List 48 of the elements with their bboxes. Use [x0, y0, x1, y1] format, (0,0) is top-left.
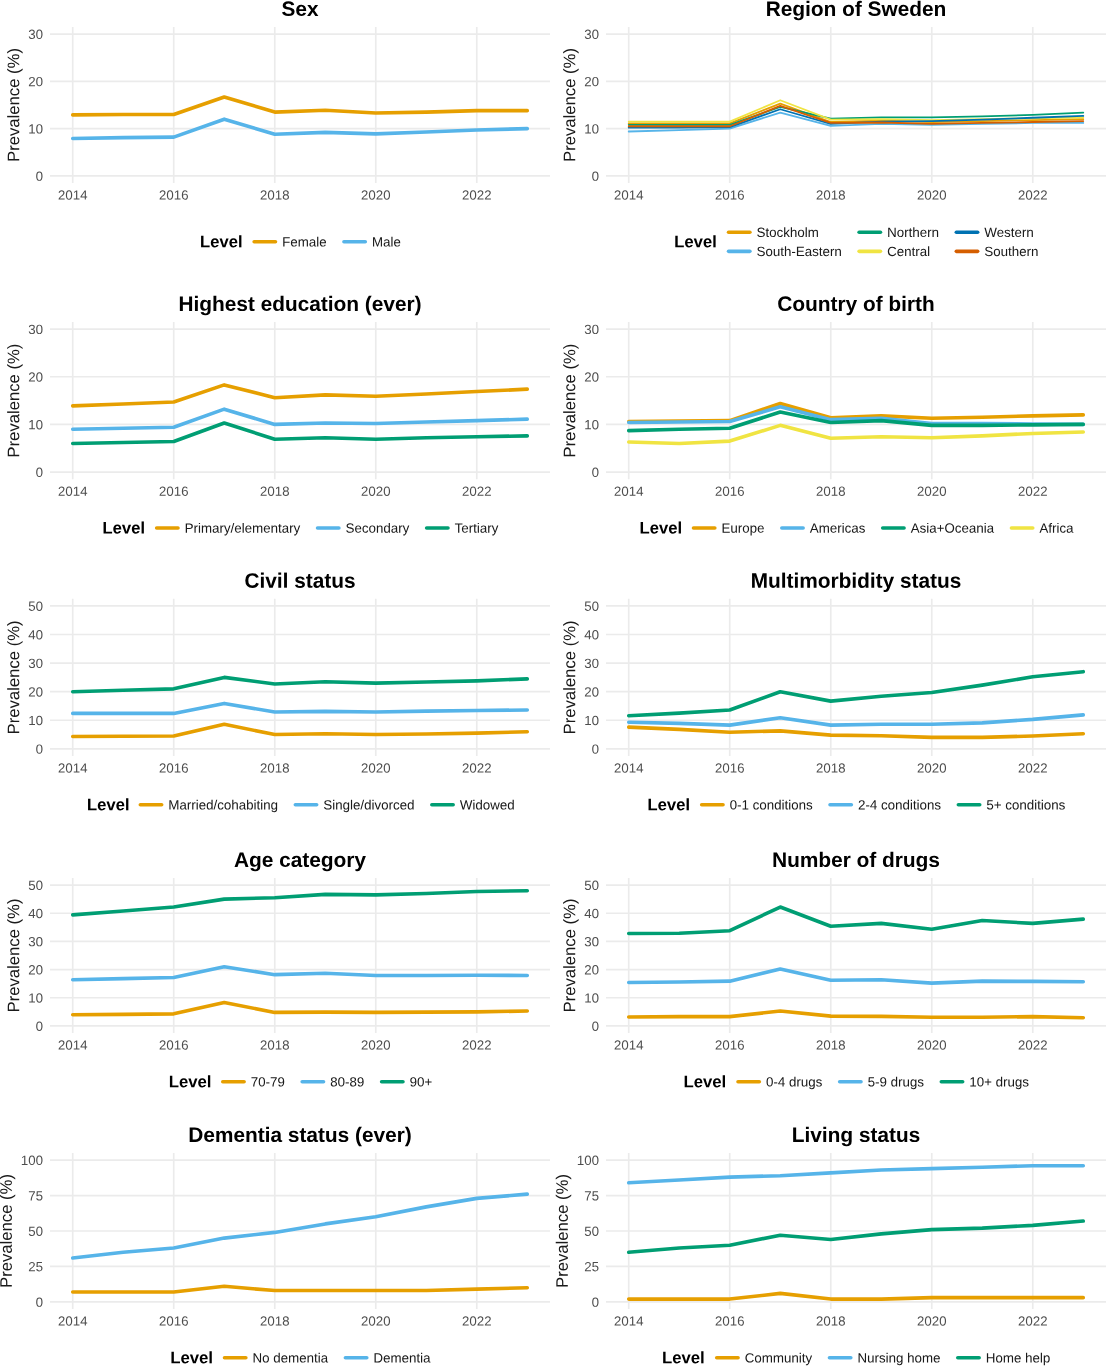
y-axis-title: Prevalence (%)	[563, 344, 579, 457]
chart-title: Number of drugs	[773, 851, 940, 872]
line-series	[626, 410, 1086, 433]
chart-title: Highest education (ever)	[179, 295, 421, 316]
chart-title: Living status	[793, 1126, 920, 1147]
legend-title: Level	[88, 798, 129, 811]
legend-title: Level	[648, 798, 689, 811]
line-series	[70, 964, 530, 982]
line-series	[626, 1163, 1086, 1185]
legend-title: Level	[640, 521, 681, 534]
line-series	[70, 675, 530, 694]
y-axis-title: Prevalence (%)	[7, 344, 23, 457]
line-series	[70, 421, 530, 446]
legend-title: Level	[169, 1075, 211, 1088]
legend-title: Level	[103, 521, 144, 534]
legend-title: Level	[663, 1351, 704, 1364]
chart-title: Region of Sweden	[767, 0, 945, 21]
legend-title: Level	[171, 1351, 212, 1364]
y-axis-title: Prevalence (%)	[563, 621, 579, 733]
line-series	[70, 383, 530, 408]
line-series	[626, 967, 1086, 985]
y-axis-title: Prevalence (%)	[563, 899, 579, 1012]
y-axis-title: Prevalence (%)	[0, 1175, 16, 1287]
chart-title: Dementia status (ever)	[189, 1126, 411, 1147]
legend-title: Level	[201, 235, 242, 248]
chart-title: Multimorbidity status	[752, 572, 961, 593]
y-axis-title: Prevalence (%)	[7, 899, 23, 1012]
line-series	[70, 407, 530, 431]
line-series	[626, 669, 1086, 718]
chart-title: Age category	[234, 852, 366, 872]
line-series	[70, 1000, 530, 1017]
line-series	[70, 117, 530, 141]
line-series	[70, 888, 530, 917]
y-axis-title: Prevalence (%)	[563, 49, 579, 161]
y-axis-title: Prevalence (%)	[555, 1175, 572, 1287]
line-series	[70, 722, 530, 739]
y-axis-title: Prevalence (%)	[7, 49, 23, 161]
line-series	[626, 905, 1086, 936]
line-series	[626, 423, 1086, 446]
line-series	[70, 1192, 530, 1260]
legend-title: Level	[675, 235, 716, 248]
legend-title: Level	[684, 1075, 725, 1088]
line-series	[70, 95, 530, 117]
y-axis-title: Prevalence (%)	[7, 621, 23, 733]
chart-title: Sex	[282, 1, 319, 17]
line-series	[626, 1219, 1086, 1255]
chart-title: Civil status	[245, 572, 355, 588]
chart-title: Country of birth	[778, 295, 934, 316]
